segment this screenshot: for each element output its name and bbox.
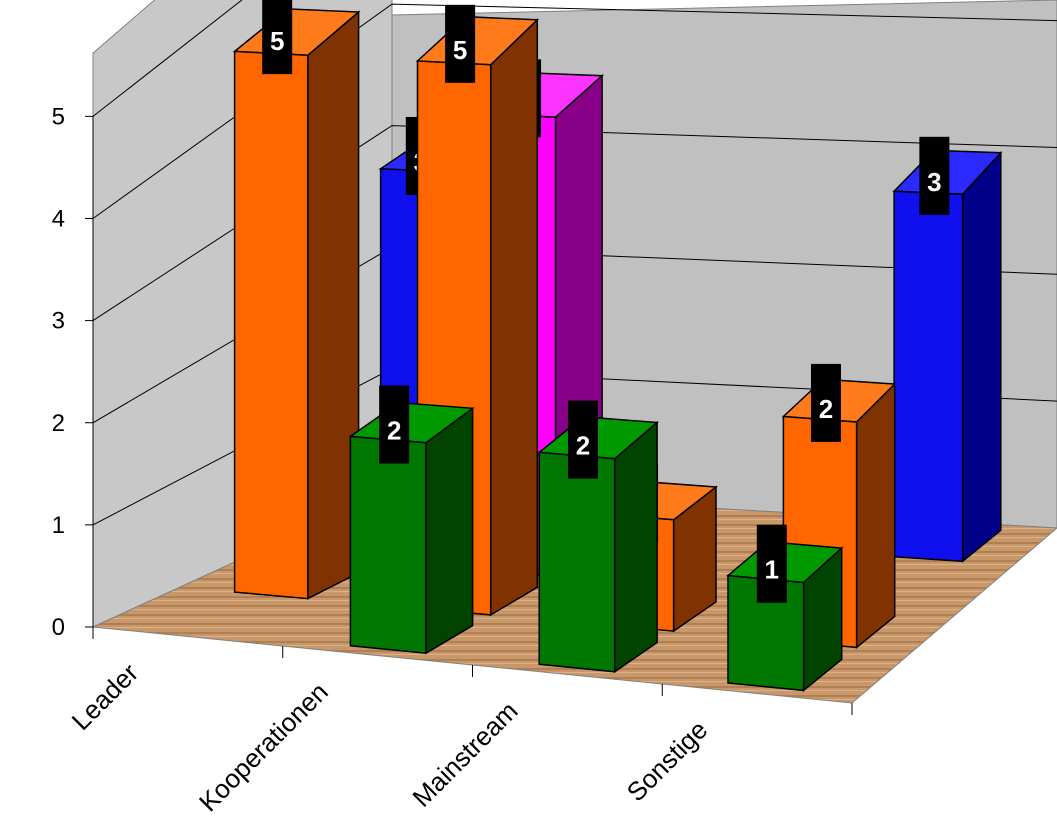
gridline: [92, 0, 243, 117]
gridline: [92, 125, 1057, 322]
y-axis: 0 1 2 3 4 5: [52, 103, 94, 641]
data-label-box: [445, 4, 476, 83]
data-label-box: [756, 524, 787, 603]
data-label: 2: [819, 394, 833, 424]
bar-side: [961, 150, 1002, 563]
bar-side: [425, 406, 474, 655]
data-label: 1: [765, 555, 779, 585]
bar: 3: [892, 136, 1003, 563]
bar-side: [613, 420, 658, 674]
bar: 5: [232, 0, 361, 600]
data-label: 2: [387, 416, 401, 446]
bar-front: [893, 190, 964, 563]
bar-front: [233, 50, 309, 600]
data-label: 2: [576, 431, 590, 461]
bar: 2: [348, 385, 475, 655]
x-tick-label: Leader: [66, 657, 145, 736]
bar: 1: [726, 524, 844, 692]
bar: 2: [537, 400, 659, 674]
data-label-box: [919, 136, 950, 215]
y-tick-label: 1: [52, 512, 65, 539]
data-label-box: [379, 385, 410, 464]
data-label-box: [262, 0, 293, 75]
bar-front: [538, 451, 616, 673]
data-label-box: [567, 400, 598, 479]
bar-side: [489, 18, 539, 617]
y-tick-label: 4: [52, 206, 65, 233]
bar-front: [727, 574, 805, 692]
y-tick-label: 2: [52, 410, 65, 437]
gridline: [92, 3, 1057, 219]
y-tick-label: 3: [52, 308, 65, 335]
data-label: 3: [927, 167, 941, 197]
x-tick-label: Mainstream: [406, 696, 523, 813]
bar-front: [349, 435, 427, 655]
data-label: 5: [453, 35, 467, 65]
bars: 3345512221: [232, 0, 1003, 692]
data-label-box: [810, 363, 841, 442]
x-tick-label: Sonstige: [621, 715, 714, 808]
bar-side: [855, 382, 896, 649]
y-tick-label: 0: [52, 614, 65, 641]
data-label: 5: [270, 26, 284, 56]
x-tick-label: Kooperationen: [193, 677, 334, 818]
y-tick-label: 5: [52, 103, 65, 130]
